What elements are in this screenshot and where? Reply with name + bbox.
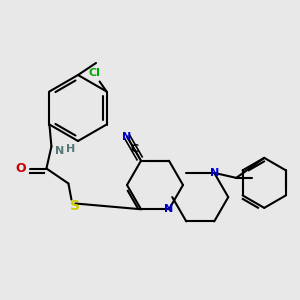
Text: N: N xyxy=(122,131,132,142)
Text: O: O xyxy=(15,162,26,175)
Text: S: S xyxy=(70,199,80,212)
Text: N: N xyxy=(164,204,174,214)
Text: H: H xyxy=(66,143,75,154)
Text: Cl: Cl xyxy=(88,68,101,79)
Text: N: N xyxy=(210,168,219,178)
Text: N: N xyxy=(55,146,64,157)
Text: C: C xyxy=(130,145,139,154)
